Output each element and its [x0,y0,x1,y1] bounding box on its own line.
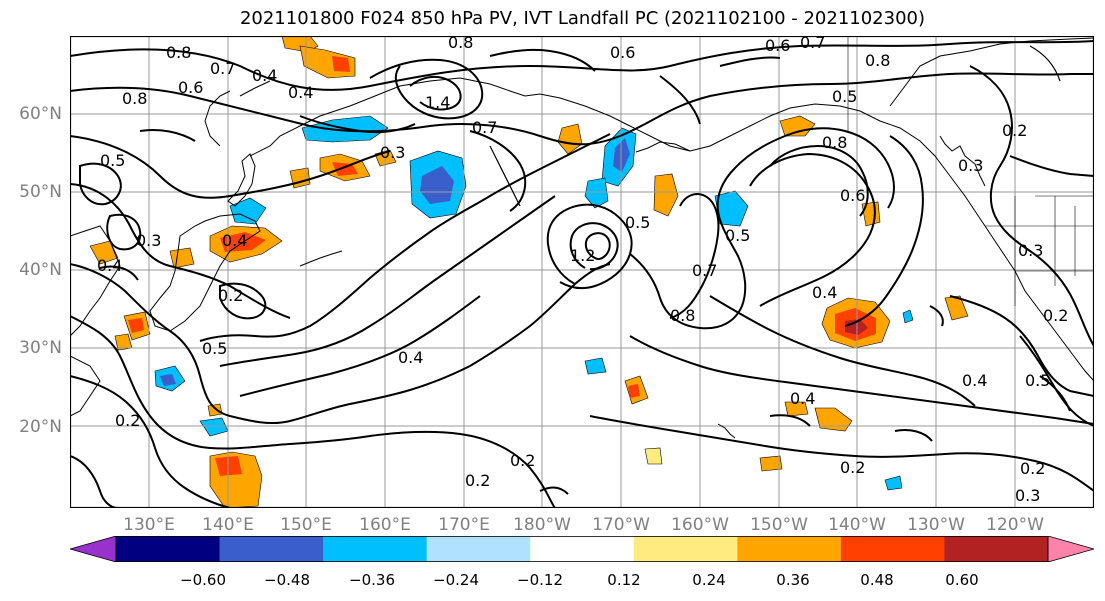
contour-label: 0.2 [465,471,490,490]
contour-label: 0.4 [398,348,423,367]
contour-label: 0.8 [822,133,847,152]
contour-label: 0.5 [625,213,650,232]
lon-label: 180°W [513,515,571,535]
lon-label: 130°W [907,515,965,535]
colorbar-segment [633,536,738,562]
colorbar-segment [944,536,1049,562]
contour-label: 0.8 [865,51,890,70]
lon-label: 140°E [202,515,254,535]
colorbar-tick: 0.48 [860,571,894,589]
lon-label: 170°W [592,515,650,535]
contour-labels: 0.8 0.6 0.7 0.4 0.8 0.5 0.4 0.6 0.7 0.8 … [97,36,1068,505]
contour-label: 0.8 [122,89,147,108]
contour-label: 0.4 [962,371,987,390]
lon-label: 140°W [828,515,886,535]
contour-label: 0.4 [288,83,313,102]
contour-label: 0.3 [958,156,983,175]
contour-label: 0.4 [252,66,277,85]
colorbar-extend-high [1047,536,1094,562]
contour-label: 0.7 [472,118,497,137]
lon-label: 170°E [438,515,490,535]
lon-label: 130°E [123,515,175,535]
lon-label: 120°W [986,515,1044,535]
colorbar-tick: −0.24 [433,571,479,589]
contour-label: 0.3 [380,143,405,162]
colorbar-segment [530,536,635,562]
colorbar-segment [116,536,221,562]
contour-label: 0.6 [840,186,865,205]
contour-label: 0.8 [448,36,473,52]
contour-label: 0.7 [692,261,717,280]
colorbar-frame [115,536,1049,562]
lon-label: 150°E [280,515,332,535]
pv-contours [70,40,1094,508]
contour-label: 1.2 [570,246,595,265]
coastlines [70,37,1094,439]
map-title: 2021101800 F024 850 hPa PV, IVT Landfall… [239,8,926,29]
lat-label: 40°N [19,260,62,280]
contour-label: 1.4 [425,93,450,112]
contour-label: 0.2 [218,286,243,305]
contour-label: 0.6 [765,36,790,55]
contour-label: 0.3 [1018,241,1043,260]
colorbar-tick: −0.60 [180,571,226,589]
contour-label: 0.7 [210,59,235,78]
contour-label: 0.2 [510,451,535,470]
contour-label: 0.2 [1002,121,1027,140]
lon-label: 160°W [671,515,729,535]
contour-label: 0.5 [1025,371,1050,390]
lat-label: 50°N [19,182,62,202]
pv-negative-area [584,177,609,209]
colorbar-tick: 0.24 [692,571,726,589]
contour-label: 0.8 [166,43,191,62]
contour-label: 0.2 [1043,306,1068,325]
contour-label: 0.6 [610,43,635,62]
contour-label: 0.2 [1020,459,1045,478]
pv-negative-area [229,197,267,225]
lon-label: 150°W [750,515,808,535]
contour-label: 0.5 [725,226,750,245]
colorbar-tick: 0.36 [776,571,810,589]
colorbar-tick: −0.36 [349,571,395,589]
contour-label: 0.2 [840,458,865,477]
colorbar-segment [426,536,531,562]
lat-label: 20°N [19,417,62,437]
contour-label: 0.3 [136,231,161,250]
ivt-landfall-contours [489,45,1061,207]
contour-label: 0.7 [800,36,825,52]
contour-label: 0.4 [790,389,815,408]
contour-label: 0.5 [100,151,125,170]
contour-label: 0.4 [222,231,247,250]
colorbar-segment [737,536,842,562]
colorbar-tick: −0.12 [517,571,563,589]
contour-label: 0.4 [812,283,837,302]
colorbar-tick: 0.60 [945,571,979,589]
colorbar-segment [219,536,324,562]
contour-label: 0.6 [178,78,203,97]
contour-label: 0.3 [1015,486,1040,505]
colorbar-extend-low [70,536,117,562]
colorbar [70,536,1094,562]
contour-label: 0.2 [115,411,140,430]
contour-label: 0.8 [670,306,695,325]
map-panel: 0.8 0.6 0.7 0.4 0.8 0.5 0.4 0.6 0.7 0.8 … [70,36,1094,508]
lat-label: 60°N [19,104,62,124]
contour-label: 0.5 [202,339,227,358]
contour-label: 0.5 [832,87,857,106]
lat-label: 30°N [19,338,62,358]
colorbar-tick: −0.48 [264,571,310,589]
colorbar-tick: 0.12 [607,571,641,589]
colorbar-segment [323,536,428,562]
colorbar-segment [840,536,945,562]
lon-label: 160°E [359,515,411,535]
contour-label: 0.4 [97,256,122,275]
